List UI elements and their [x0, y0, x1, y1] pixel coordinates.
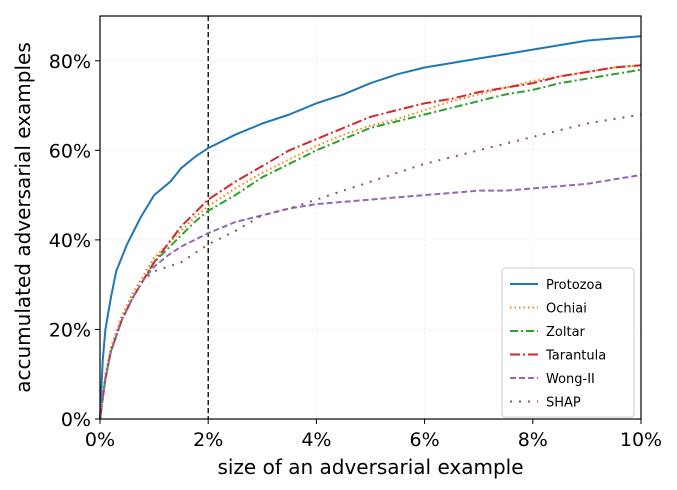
series-line-protozoa: [99, 35, 642, 420]
legend-label: SHAP: [546, 396, 581, 411]
legend-label: Protozoa: [546, 278, 602, 293]
x-axis-label: size of an adversarial example: [217, 455, 523, 479]
legend-box: [501, 267, 635, 418]
y-tick-label: 80%: [49, 51, 91, 73]
y-axis: 0% 20% 40% 60% 80%: [49, 51, 100, 431]
x-axis: 0% 2% 4% 6% 8% 10%: [85, 419, 662, 451]
x-tick-label: 10%: [620, 429, 662, 451]
legend-label: Ochiai: [546, 302, 587, 317]
x-tick-label: 0%: [85, 429, 115, 451]
series-group: [99, 35, 642, 420]
x-tick-label: 2%: [193, 429, 223, 451]
legend-label: Wong-II: [546, 372, 595, 387]
legend-label: Zoltar: [546, 325, 586, 340]
legend: Protozoa Ochiai Zoltar Tarantula Wong-II SHAP: [501, 267, 635, 418]
plot-frame: [99, 15, 642, 420]
y-tick-label: 20%: [49, 319, 91, 341]
series-line-tarantula: [99, 64, 642, 420]
legend-label: Tarantula: [545, 349, 606, 364]
x-tick-label: 6%: [410, 429, 440, 451]
y-axis-label: accumulated adversarial examples: [11, 42, 35, 393]
x-tick-label: 8%: [518, 429, 548, 451]
x-tick-label: 4%: [301, 429, 331, 451]
y-tick-label: 40%: [49, 230, 91, 252]
y-tick-label: 0%: [61, 409, 91, 431]
y-tick-label: 60%: [49, 140, 91, 162]
